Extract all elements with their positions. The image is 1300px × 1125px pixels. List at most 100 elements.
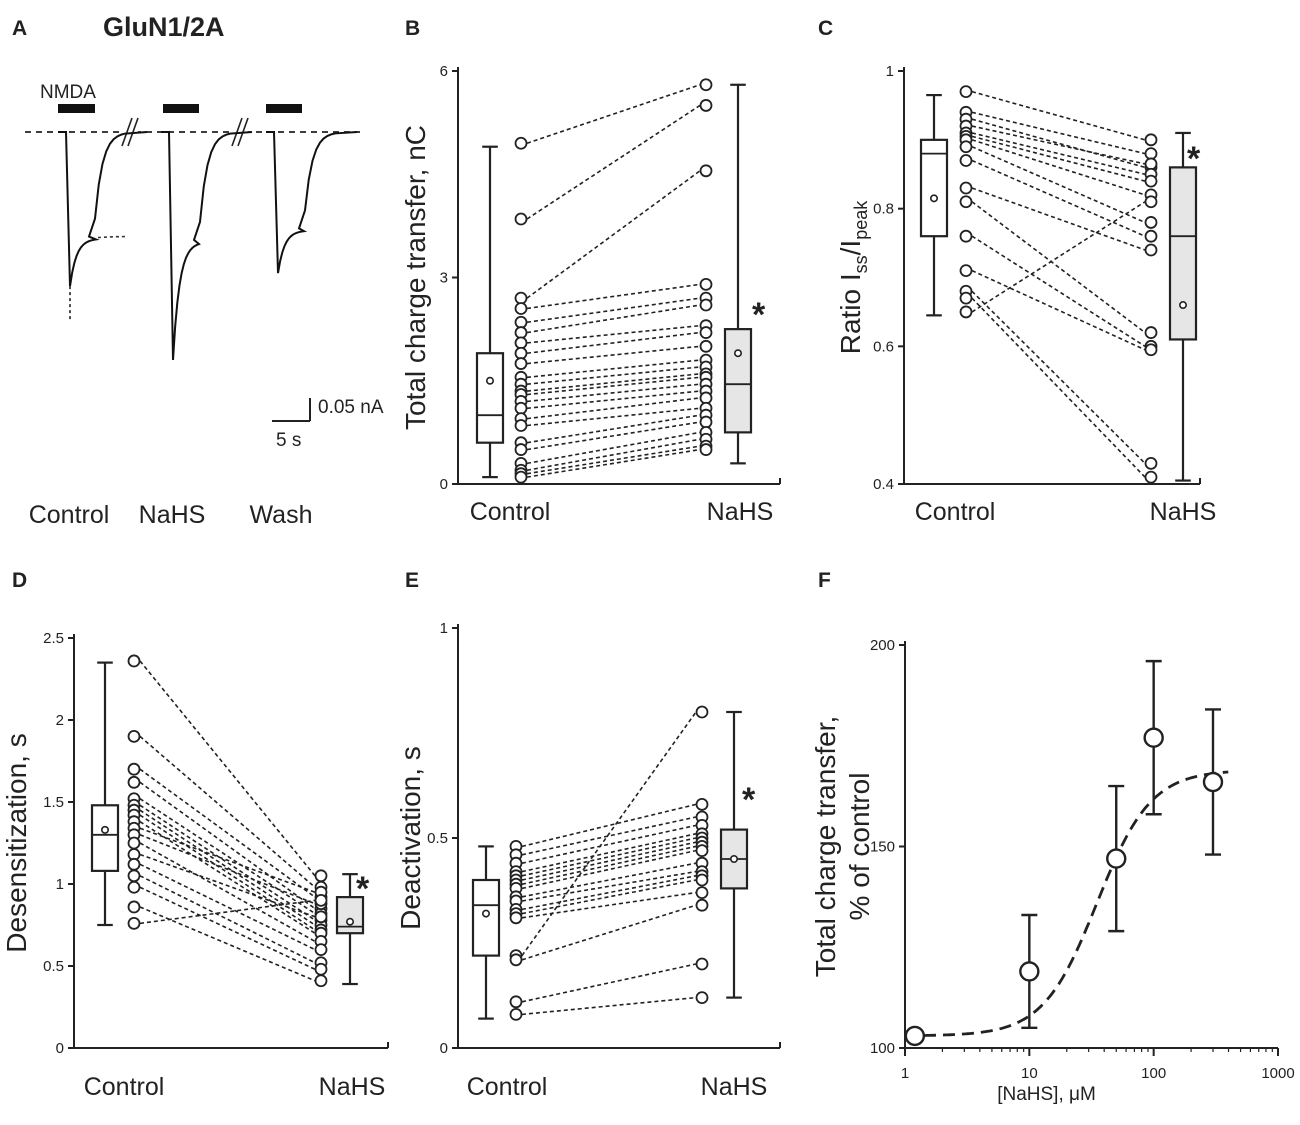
nahs-point	[1144, 470, 1158, 484]
pair-line	[521, 803, 697, 848]
nahs-point	[1144, 133, 1158, 147]
stimulus-label: NMDA	[40, 82, 96, 103]
pair-line	[139, 768, 316, 898]
box-mean	[101, 825, 110, 834]
panel-label-e: E	[405, 569, 419, 592]
control-point	[959, 264, 973, 278]
nahs-point	[699, 99, 713, 112]
y-axis-label-line1: Total charge transfer,	[810, 716, 841, 977]
y-tick-label: 0.4	[873, 476, 894, 493]
significance-marker: *	[752, 296, 766, 334]
y-axis-label: Deactivation, s	[395, 746, 426, 930]
y-axis-label-sub: peak	[851, 200, 871, 240]
nahs-point	[1144, 243, 1158, 257]
pair-line	[521, 711, 697, 957]
y-axis-label-line2: % of control	[844, 773, 875, 921]
pair-line	[139, 875, 316, 964]
pair-line	[521, 963, 697, 1003]
panel-label-f: F	[818, 569, 831, 592]
y-axis-label: Ratio Iss/Ipeak	[835, 200, 871, 355]
trace-control	[58, 131, 148, 287]
nahs-point	[695, 798, 709, 811]
pair-line	[971, 290, 1146, 464]
stimulus-bar	[58, 104, 95, 113]
y-tick-label: 0	[440, 476, 448, 493]
axis-break-mark	[127, 117, 139, 147]
y-tick-label: 0	[56, 1040, 64, 1057]
y-tick-label: 150	[870, 839, 895, 856]
control-point	[127, 900, 141, 914]
control-point	[959, 154, 973, 167]
pair-line	[526, 390, 701, 410]
control-point	[959, 229, 973, 243]
scale-current-label: 0.05 nA	[318, 397, 384, 418]
pair-line	[971, 145, 1146, 224]
nahs-point	[699, 443, 713, 456]
pair-line	[521, 837, 697, 877]
nahs-point	[699, 298, 713, 312]
pair-line	[139, 886, 316, 971]
nahs-point	[699, 164, 713, 178]
nahs-point	[1144, 195, 1158, 209]
pair-line	[521, 996, 697, 1016]
pair-line	[139, 809, 316, 926]
stimulus-bar	[163, 104, 199, 113]
nahs-point	[1144, 147, 1158, 161]
y-tick-label: 0.8	[873, 201, 894, 218]
fit-curve	[905, 770, 1229, 1038]
box-control	[919, 138, 949, 238]
pair-line	[971, 135, 1146, 182]
pair-line	[526, 84, 701, 145]
y-tick-label: 100	[870, 1040, 895, 1057]
nahs-point	[1144, 456, 1158, 470]
pair-line	[521, 845, 697, 885]
control-point	[514, 443, 528, 456]
nahs-point	[314, 869, 328, 883]
trace-wash	[266, 131, 358, 274]
control-point	[514, 357, 528, 370]
control-point	[509, 911, 523, 925]
y-tick-label: 3	[440, 270, 448, 287]
control-point	[127, 775, 141, 789]
box-mean	[1179, 301, 1188, 310]
category-label-control: Control	[467, 1073, 548, 1101]
pair-line	[139, 853, 316, 918]
control-point	[127, 916, 141, 930]
category-label-nahs: NaHS	[701, 1073, 768, 1101]
pair-line	[526, 431, 701, 465]
y-tick-label: 200	[870, 637, 895, 654]
panel-label-a: A	[12, 17, 27, 40]
pair-line	[526, 448, 701, 478]
control-point	[514, 315, 528, 329]
control-point	[127, 880, 141, 894]
nahs-point	[699, 326, 713, 339]
y-tick-label: 6	[440, 63, 448, 80]
control-point	[514, 470, 528, 484]
nahs-point	[699, 277, 713, 291]
nahs-point	[314, 974, 328, 988]
dose-point	[1019, 961, 1040, 982]
pair-line	[526, 331, 701, 355]
pair-line	[139, 781, 316, 910]
dose-point	[1143, 727, 1164, 748]
pair-line	[526, 359, 701, 379]
box-mean	[481, 909, 490, 918]
pair-line	[971, 297, 1146, 478]
nahs-point	[699, 339, 713, 353]
control-point	[127, 869, 141, 883]
y-tick-label: 2.5	[43, 630, 64, 647]
pair-line	[521, 879, 697, 915]
pair-line	[526, 366, 701, 385]
control-point	[127, 836, 141, 850]
panel-label-b: B	[405, 17, 420, 40]
pair-line	[971, 201, 1146, 313]
scale-time-label: 5 s	[276, 430, 301, 451]
pair-line	[971, 139, 1146, 196]
pair-line	[521, 816, 697, 856]
pair-line	[971, 90, 1146, 141]
condition-label-nahs: NaHS	[139, 501, 206, 529]
control-point	[509, 1008, 523, 1021]
x-tick-label: 10	[1021, 1065, 1038, 1082]
pair-line	[971, 111, 1146, 155]
